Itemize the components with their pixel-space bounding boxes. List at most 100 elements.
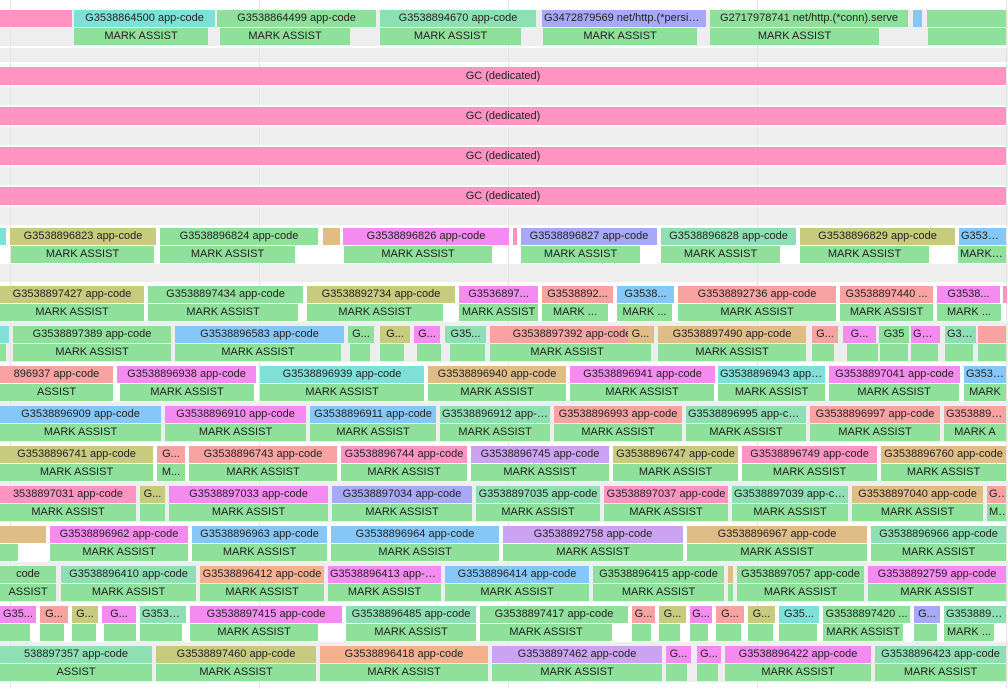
mark-assist-slice[interactable]: MARK ASSIST xyxy=(341,464,467,481)
goroutine-slice[interactable]: G3538892736 app-code xyxy=(678,286,836,303)
goroutine-slice[interactable]: G3538896423 app-code xyxy=(875,646,1006,663)
goroutine-slice[interactable]: G35 xyxy=(879,326,909,343)
goroutine-slice[interactable]: 896937 app-code xyxy=(0,366,113,383)
goroutine-slice[interactable]: G... xyxy=(812,326,838,343)
goroutine-slice[interactable]: 538897357 app-code xyxy=(0,646,152,663)
goroutine-slice[interactable]: G2717978741 net/http.(*conn).serve xyxy=(710,10,908,27)
mark-assist-slice[interactable]: MARK ASSIST xyxy=(742,464,877,481)
goroutine-slice[interactable]: G... xyxy=(140,486,165,503)
mark-assist-slice[interactable]: MARK ASSIST xyxy=(829,384,959,401)
mark-assist-slice[interactable]: ASSIST xyxy=(0,384,113,401)
mark-assist-slice[interactable]: MARK ASSIST xyxy=(74,28,208,45)
mark-assist-slice[interactable]: MARK ... xyxy=(542,304,608,321)
goroutine-slice[interactable] xyxy=(716,624,741,641)
mark-assist-slice[interactable]: MARK ASSIST xyxy=(11,246,154,263)
goroutine-slice[interactable]: G... xyxy=(102,606,136,623)
gc-slice[interactable]: GC (dedicated) xyxy=(0,67,1006,85)
mark-assist-slice[interactable]: MARK ASSIST xyxy=(570,384,714,401)
mark-assist-slice[interactable]: MARK ASSIST xyxy=(175,344,341,361)
mark-assist-slice[interactable]: MARK ASSIST xyxy=(13,344,171,361)
goroutine-slice[interactable] xyxy=(914,624,937,641)
goroutine-slice[interactable]: G35... xyxy=(911,326,940,343)
goroutine-slice[interactable]: G3538896939 app-code xyxy=(260,366,424,383)
goroutine-slice[interactable]: M... xyxy=(157,464,185,481)
goroutine-slice[interactable] xyxy=(0,624,30,641)
mark-assist-slice[interactable]: MARK ASSIST xyxy=(543,28,697,45)
goroutine-slice[interactable]: G3538896829 app-code xyxy=(800,228,955,245)
mark-assist-slice[interactable]: MARK ASSIST xyxy=(0,464,153,481)
goroutine-slice[interactable] xyxy=(728,584,733,601)
mark-assist-slice[interactable]: MARK ASSIST xyxy=(613,464,738,481)
goroutine-slice[interactable] xyxy=(0,544,18,561)
goroutine-slice[interactable]: G3538896911 app-code xyxy=(310,406,436,423)
goroutine-slice[interactable]: G3538896967 app-code xyxy=(687,526,867,543)
goroutine-slice[interactable]: G3538... xyxy=(617,286,674,303)
mark-assist-slice[interactable]: MARK ASSIST xyxy=(480,624,612,641)
mark-assist-slice[interactable]: MARK ASSIST xyxy=(490,344,644,361)
goroutine-slice[interactable]: G3538896747 app-code xyxy=(613,446,738,463)
goroutine-slice[interactable]: G3538... xyxy=(937,286,1000,303)
goroutine-slice[interactable] xyxy=(628,344,651,361)
mark-assist-slice[interactable]: MARK ASSIST xyxy=(346,624,476,641)
mark-assist-slice[interactable]: MARK ASSIST xyxy=(725,664,871,681)
mark-assist-slice[interactable]: MARK ASSIST xyxy=(260,384,424,401)
goroutine-slice[interactable] xyxy=(0,228,6,245)
goroutine-slice[interactable]: G3538896828 app-code xyxy=(661,228,796,245)
mark-assist-slice[interactable]: MARK ASSIST xyxy=(344,246,492,263)
goroutine-slice[interactable]: G3538896824 app-code xyxy=(160,228,318,245)
goroutine-slice[interactable] xyxy=(697,664,718,681)
goroutine-slice[interactable] xyxy=(323,228,340,245)
goroutine-slice[interactable]: G3538896418 app-code xyxy=(320,646,488,663)
mark-assist-slice[interactable]: MARK ASSIST xyxy=(737,584,864,601)
goroutine-slice[interactable] xyxy=(659,624,680,641)
goroutine-slice[interactable] xyxy=(911,344,938,361)
mark-assist-slice[interactable]: MARK ASSIST xyxy=(320,664,488,681)
mark-assist-slice[interactable]: MARK ASSIST xyxy=(160,246,295,263)
goroutine-slice[interactable] xyxy=(847,344,878,361)
goroutine-slice[interactable]: G3538897057 app-code xyxy=(737,566,864,583)
goroutine-slice[interactable] xyxy=(666,664,687,681)
goroutine-slice[interactable] xyxy=(927,10,1006,27)
goroutine-slice[interactable]: G3538896938 app-code xyxy=(117,366,256,383)
goroutine-slice[interactable]: G3538864499 app-code xyxy=(217,10,376,27)
goroutine-slice[interactable]: G3538892734 app-code xyxy=(307,286,455,303)
mark-assist-slice[interactable]: MARK ASSIST xyxy=(710,28,879,45)
goroutine-slice[interactable]: G3538896760 app-code xyxy=(881,446,1006,463)
mark-assist-slice[interactable]: MARK ASSIST xyxy=(192,544,327,561)
mark-assist-slice[interactable]: MARK ASSIST xyxy=(687,544,867,561)
goroutine-slice[interactable]: G3538896823 app-code xyxy=(10,228,156,245)
goroutine-slice[interactable] xyxy=(350,344,370,361)
mark-assist-slice[interactable]: MARK ASSIST xyxy=(0,304,144,321)
mark-assist-slice[interactable]: MARK ASSIST xyxy=(554,424,682,441)
goroutine-slice[interactable]: 3538897031 app-code xyxy=(0,486,136,503)
goroutine-slice[interactable]: G35... xyxy=(0,606,36,623)
goroutine-slice[interactable]: G3538896741 app-code xyxy=(0,446,153,463)
goroutine-slice[interactable]: G3538896941 app-code xyxy=(570,366,715,383)
goroutine-slice[interactable]: G3538896993 app-code xyxy=(554,406,682,423)
mark-assist-slice[interactable]: ASSIST xyxy=(0,584,56,601)
mark-assist-slice[interactable]: MARK ASSIST xyxy=(50,544,188,561)
mark-assist-slice[interactable]: MARK ASSIST xyxy=(881,464,1006,481)
goroutine-slice[interactable]: G... xyxy=(632,606,655,623)
goroutine-slice[interactable]: G3538896583 app-code xyxy=(175,326,344,343)
goroutine-slice[interactable]: G3538896963 app-code xyxy=(192,526,327,543)
mark-assist-slice[interactable]: MARK ASSIST xyxy=(958,246,1006,263)
goroutine-slice[interactable]: G3538896966 app-code xyxy=(871,526,1006,543)
mark-assist-slice[interactable]: MARK ... xyxy=(617,304,672,321)
goroutine-slice[interactable]: G3538896997 app-code xyxy=(810,406,940,423)
goroutine-slice[interactable]: G3538892758 app-code xyxy=(503,526,683,543)
goroutine-slice[interactable]: G3538896943 app-code xyxy=(718,366,825,383)
goroutine-slice[interactable]: G3538897434 app-code xyxy=(148,286,303,303)
goroutine-slice[interactable]: G3538896749 app-code xyxy=(742,446,877,463)
goroutine-slice[interactable] xyxy=(513,228,517,245)
goroutine-slice[interactable] xyxy=(0,344,6,361)
mark-assist-slice[interactable]: MARK ASSIST xyxy=(310,424,436,441)
goroutine-slice[interactable]: G3538897415 app-code xyxy=(190,606,342,623)
goroutine-slice[interactable]: G3538897... xyxy=(944,606,1006,623)
goroutine-slice[interactable]: G3538896998 xyxy=(944,406,1006,423)
mark-assist-slice[interactable]: MARK ASSIST xyxy=(658,344,806,361)
goroutine-slice[interactable] xyxy=(728,566,733,583)
mark-assist-slice[interactable]: MARK ASSIST xyxy=(661,246,780,263)
goroutine-slice[interactable] xyxy=(450,344,485,361)
